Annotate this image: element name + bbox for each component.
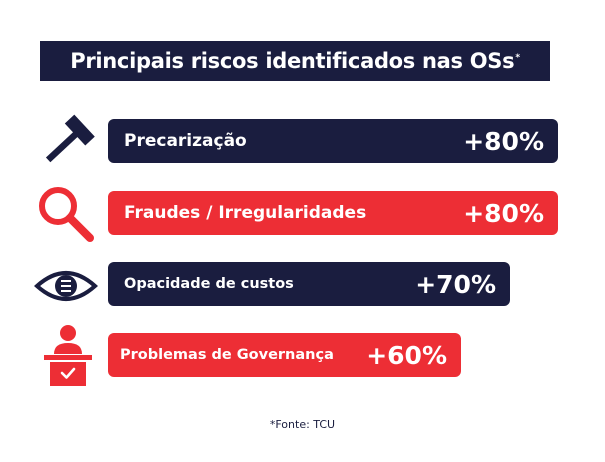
bar-label: Problemas de Governança (120, 347, 334, 363)
magnifier-icon (39, 187, 94, 242)
bar-value-label: +60% (366, 340, 447, 370)
chart-title-text: Principais riscos identificados nas OSs (70, 49, 515, 73)
bar-label: Fraudes / Irregularidades (124, 203, 367, 223)
podium-icon (44, 325, 92, 386)
hammer-icon (45, 114, 95, 163)
eye-icon (34, 271, 98, 301)
title-footnote-mark: * (515, 53, 520, 63)
bar-opacidade-de-custos: Opacidade de custos +70% (108, 262, 510, 306)
bar-label: Opacidade de custos (124, 276, 294, 292)
bar-label: Precarização (124, 131, 247, 151)
chart-title: Principais riscos identificados nas OSs * (40, 41, 550, 81)
bar-precarizacao: Precarização +80% (108, 119, 558, 163)
source-note: *Fonte: TCU (269, 418, 336, 431)
bar-value-label: +70% (415, 269, 496, 299)
bar-fraudes-irregularidades: Fraudes / Irregularidades +80% (108, 191, 558, 235)
bar-value-label: +80% (463, 126, 544, 156)
bar-problemas-de-governanca: Problemas de Governança +60% (108, 333, 461, 377)
bar-value-label: +80% (463, 198, 544, 228)
